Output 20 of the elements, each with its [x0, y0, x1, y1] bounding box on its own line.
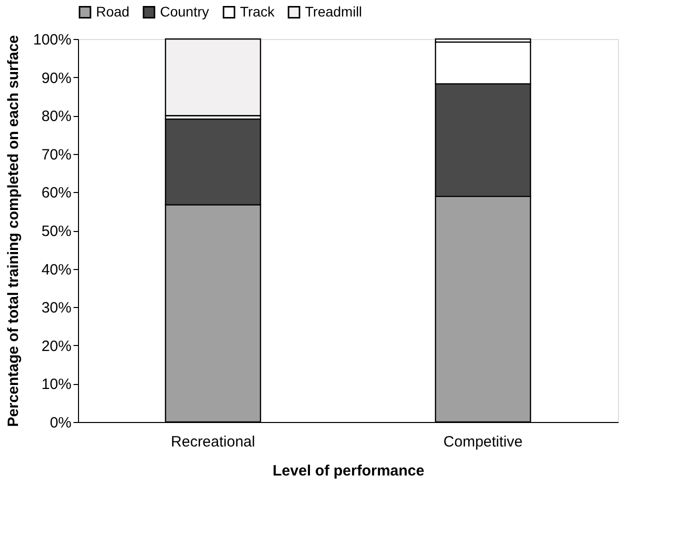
- x-axis-title: Level of performance: [272, 462, 424, 480]
- y-tick-label: 30%: [41, 300, 72, 317]
- x-tick-label: Recreational: [170, 434, 256, 450]
- legend-label: Track: [240, 3, 276, 20]
- legend-label: Road: [96, 3, 130, 20]
- bar: [164, 38, 262, 116]
- y-tick-label: 100%: [33, 32, 72, 48]
- y-tick-label: 20%: [41, 338, 72, 355]
- legend-label: Country: [160, 3, 210, 20]
- y-tick-label: 40%: [41, 261, 72, 278]
- y-tick-label: 50%: [41, 223, 72, 240]
- y-tick-label: 90%: [41, 70, 72, 87]
- y-axis-title: Percentage of total training completed on each surface: [5, 35, 22, 427]
- y-tick-label: 60%: [41, 184, 72, 202]
- y-tick-label: 10%: [41, 376, 72, 394]
- y-tick-label: 0%: [50, 414, 72, 432]
- y-tick-label: 80%: [41, 108, 72, 126]
- x-tick-label: Competitive: [443, 434, 523, 450]
- y-tick-label: 70%: [41, 146, 72, 164]
- legend-label: Treadmill: [305, 3, 362, 20]
